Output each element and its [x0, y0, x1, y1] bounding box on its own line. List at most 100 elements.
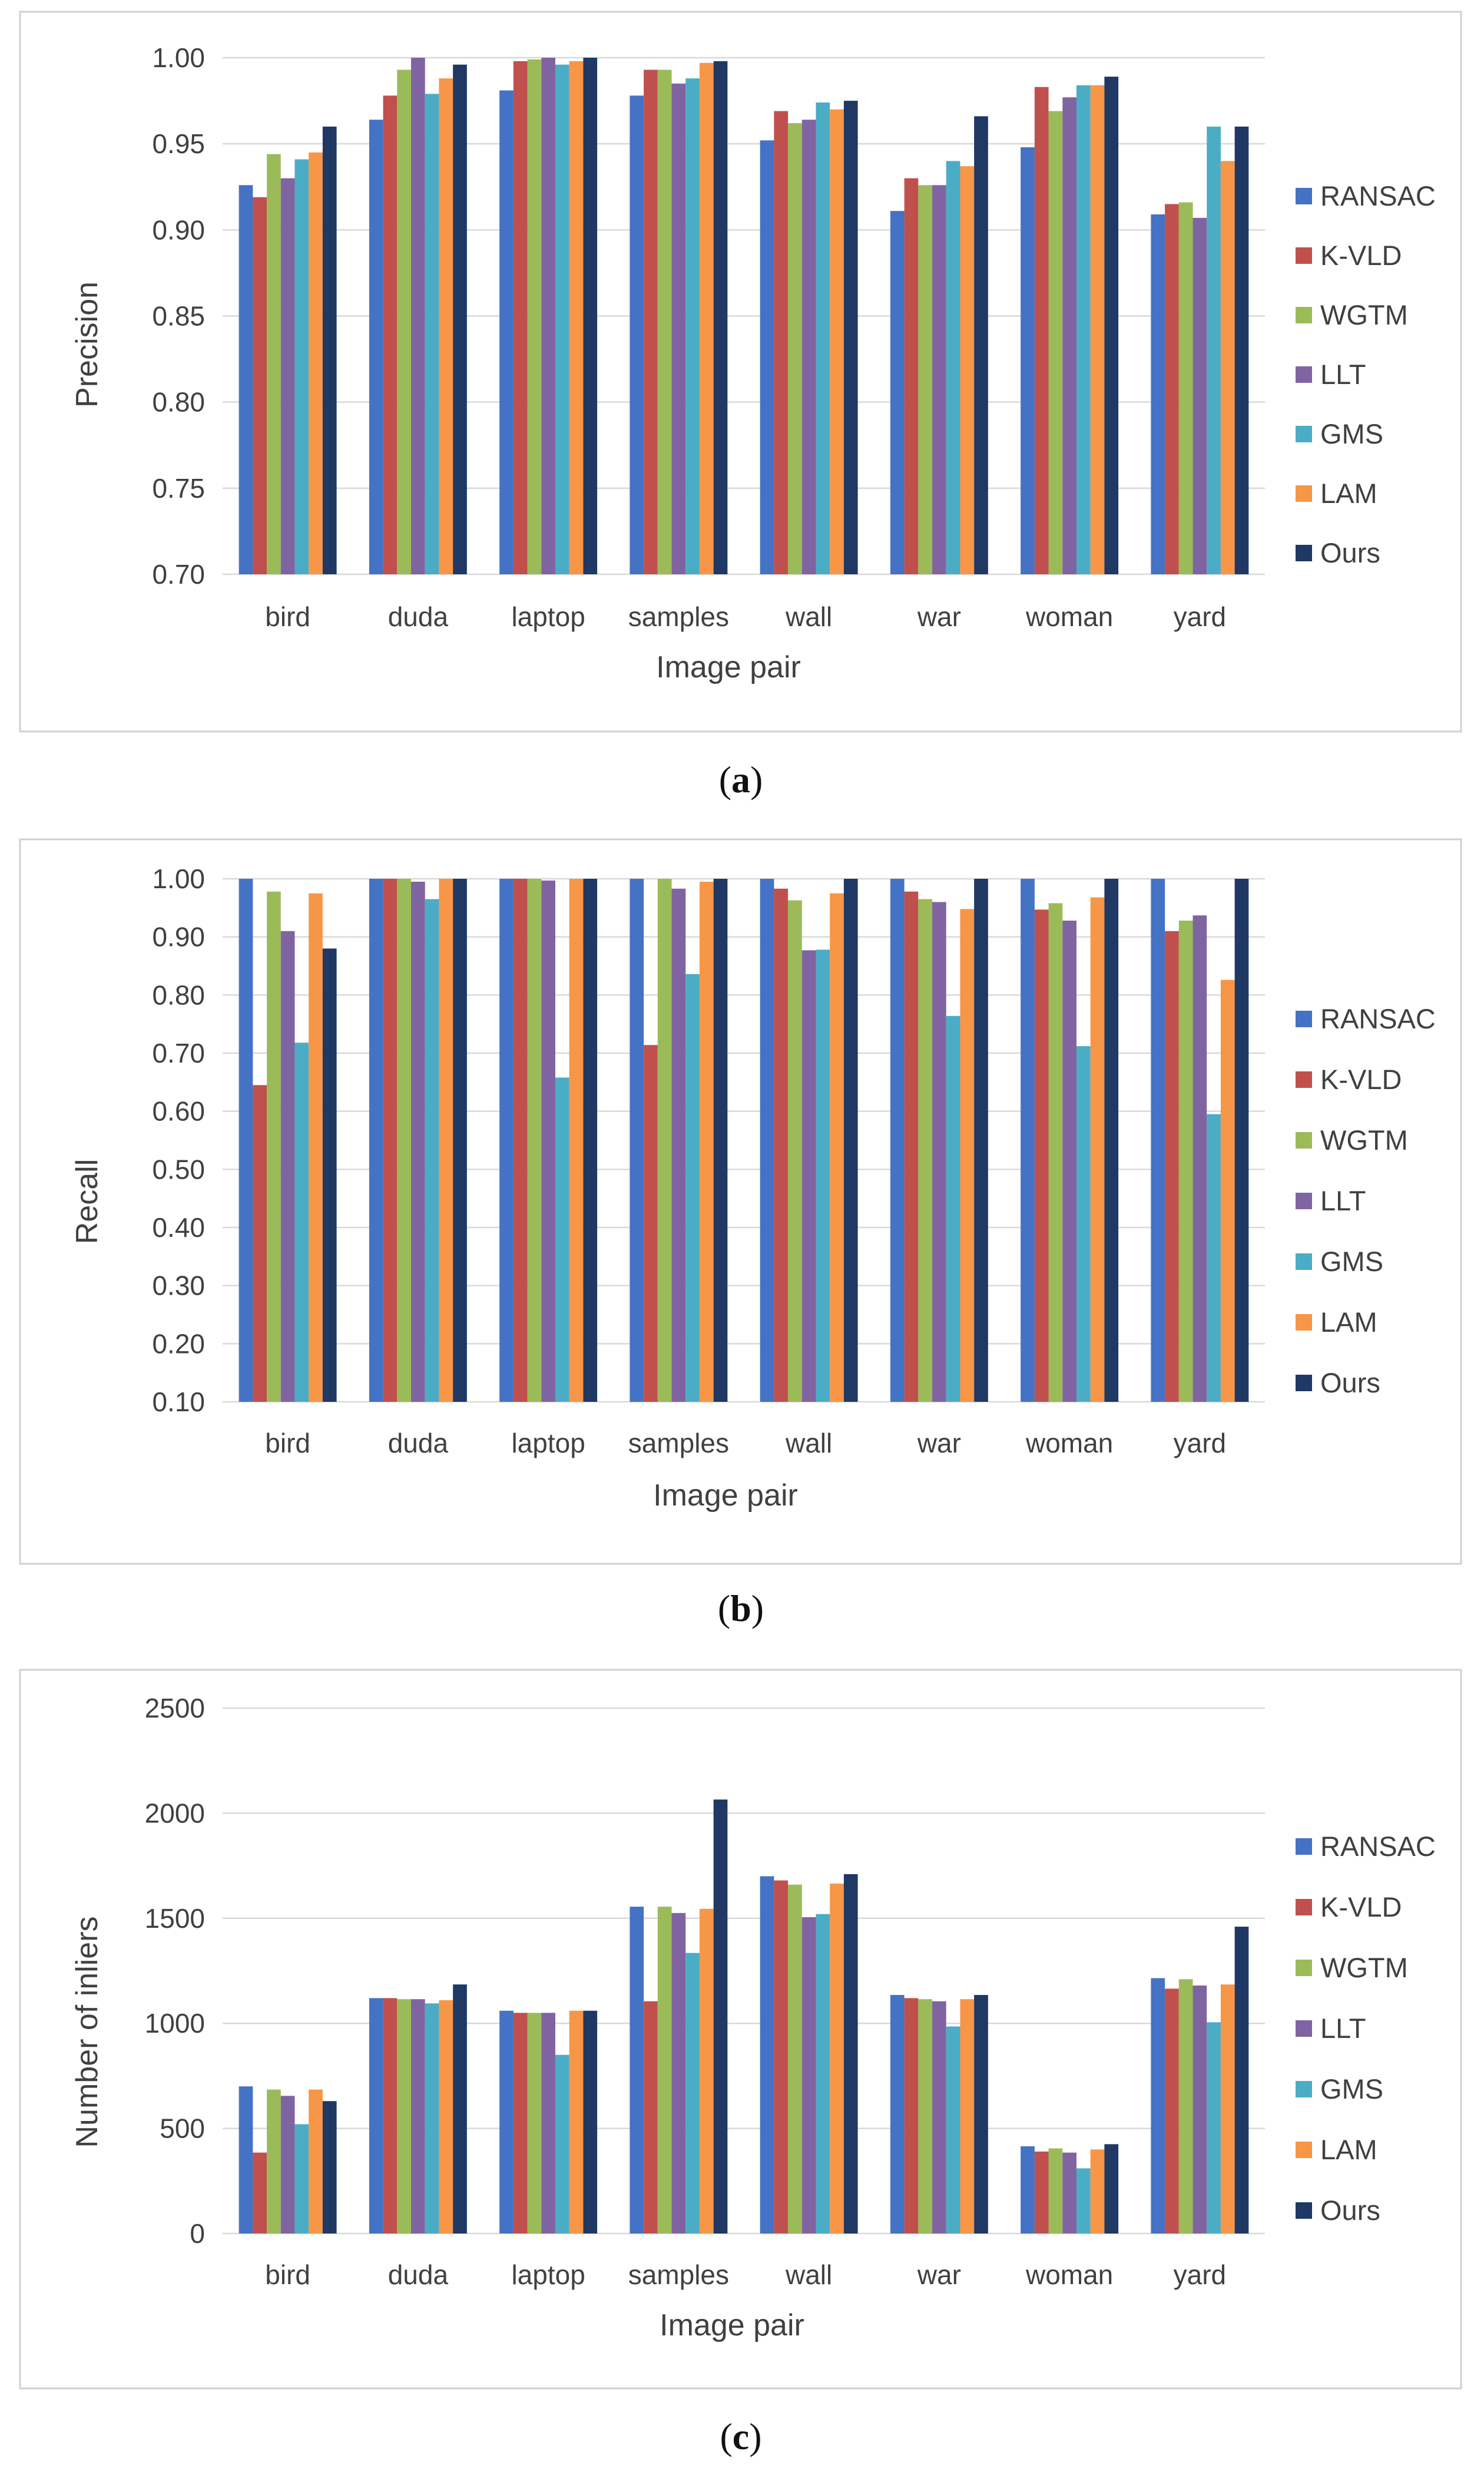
x-tick-label-duda: duda [388, 1428, 449, 1458]
bar-samples-ours [713, 1799, 728, 2233]
legend-swatch-wgtm [1296, 307, 1312, 323]
bar-war-ransac [890, 1995, 905, 2233]
bar-woman-k-vld [1034, 87, 1049, 574]
legend-label-lam: LAM [1320, 2134, 1377, 2165]
bar-wall-lam [830, 893, 844, 1402]
panel-b-caption: (b) [718, 1587, 764, 1629]
panel-b-y-axis-title: Recall [70, 1159, 104, 1245]
bar-wall-lam [830, 109, 844, 574]
y-tick-label: 0.20 [152, 1328, 205, 1359]
bar-duda-gms [425, 2003, 439, 2233]
bar-samples-llt [671, 888, 686, 1402]
panel-b-x-axis-title: Image pair [653, 1478, 798, 1513]
panel-c-x-ticks: bird duda laptop samples wall war woman yard [265, 2259, 1226, 2290]
bar-bird-k-vld [253, 2152, 267, 2233]
y-tick-label: 0.95 [152, 128, 205, 159]
legend-swatch-lam [1296, 485, 1312, 502]
x-tick-label-yard: yard [1174, 1428, 1226, 1458]
x-tick-label-war: war [917, 601, 961, 632]
bar-laptop-k-vld [513, 2013, 528, 2233]
legend-label-gms: GMS [1320, 1246, 1383, 1277]
bar-bird-lam [309, 152, 323, 574]
panel-c-x-axis-title: Image pair [660, 2308, 804, 2342]
bar-duda-k-vld [383, 879, 398, 1402]
legend-swatch-ours [1296, 545, 1312, 561]
x-tick-label-woman: woman [1025, 1428, 1113, 1458]
x-tick-label-wall: wall [785, 1428, 832, 1458]
bar-duda-wgtm [397, 879, 412, 1402]
bar-samples-lam [699, 1908, 714, 2233]
legend-swatch-k-vld [1296, 1899, 1312, 1915]
x-tick-label-bird: bird [265, 1428, 310, 1458]
bar-wall-gms [816, 949, 830, 1402]
bar-laptop-llt [541, 58, 555, 574]
bar-laptop-wgtm [527, 59, 542, 575]
bar-war-llt [932, 185, 946, 575]
legend-swatch-llt [1296, 366, 1312, 383]
bar-bird-gms [294, 1043, 309, 1402]
bar-samples-ransac [630, 95, 644, 574]
bar-laptop-gms [555, 2054, 569, 2233]
legend-label-wgtm: WGTM [1320, 1952, 1408, 1983]
bar-wall-k-vld [774, 111, 789, 574]
x-tick-label-yard: yard [1174, 2259, 1226, 2290]
bar-bird-ransac [238, 2086, 253, 2233]
legend-swatch-gms [1296, 1253, 1312, 1270]
bar-woman-wgtm [1048, 2148, 1063, 2233]
y-tick-label: 0.40 [152, 1212, 205, 1243]
bar-samples-k-vld [644, 2001, 658, 2233]
legend-swatch-wgtm [1296, 1132, 1312, 1149]
bar-duda-k-vld [383, 1998, 398, 2233]
bar-wall-k-vld [774, 888, 789, 1402]
y-tick-label: 1000 [145, 2008, 205, 2039]
x-tick-label-laptop: laptop [511, 2259, 585, 2290]
bar-bird-llt [280, 2096, 295, 2233]
bar-laptop-wgtm [527, 879, 542, 1402]
legend-label-k-vld: K-VLD [1320, 1064, 1402, 1095]
panel-c-caption: (c) [720, 2415, 761, 2457]
bar-samples-llt [671, 1912, 686, 2233]
panel-b-bars [238, 879, 1249, 1402]
x-tick-label-woman: woman [1025, 601, 1113, 632]
x-tick-label-bird: bird [265, 601, 310, 632]
bar-bird-k-vld [253, 197, 267, 574]
bar-samples-llt [671, 83, 686, 575]
bar-samples-gms [685, 974, 700, 1402]
bar-war-llt [932, 2001, 946, 2233]
y-tick-label: 0.30 [152, 1270, 205, 1301]
bar-duda-llt [411, 881, 425, 1402]
x-tick-label-woman: woman [1025, 2259, 1113, 2290]
panel-a-x-axis-title: Image pair [656, 650, 801, 684]
bar-duda-ours [453, 64, 467, 574]
legend-label-ransac: RANSAC [1320, 1003, 1436, 1034]
y-tick-label: 1.00 [152, 42, 205, 73]
bar-wall-gms [816, 102, 830, 574]
bar-duda-k-vld [383, 95, 398, 574]
bar-bird-ours [322, 2101, 337, 2233]
bar-war-k-vld [904, 1998, 919, 2233]
x-tick-label-yard: yard [1174, 601, 1226, 632]
bar-laptop-ours [583, 879, 598, 1402]
y-tick-label: 0.60 [152, 1096, 205, 1127]
y-tick-label: 0.80 [152, 387, 205, 418]
bar-laptop-ours [583, 58, 598, 574]
panel-a-bars [238, 58, 1249, 575]
bar-war-ours [974, 879, 988, 1402]
bar-samples-k-vld [644, 70, 658, 574]
bar-bird-ours [322, 948, 337, 1402]
bar-yard-ours [1234, 879, 1249, 1402]
bar-wall-wgtm [788, 1884, 802, 2233]
legend-label-k-vld: K-VLD [1320, 240, 1402, 271]
bar-duda-ransac [369, 120, 383, 575]
bar-woman-ransac [1021, 879, 1035, 1402]
bar-war-lam [960, 1999, 975, 2233]
bar-wall-ours [843, 1874, 858, 2233]
legend-label-lam: LAM [1320, 478, 1377, 509]
bar-war-lam [960, 166, 975, 574]
x-tick-label-wall: wall [785, 2259, 832, 2290]
bar-yard-ransac [1151, 214, 1165, 574]
bar-woman-ransac [1021, 147, 1035, 574]
bar-woman-ours [1104, 2144, 1119, 2233]
panel-a-legend: RANSAC K-VLD WGTM LLT GMS LAM Ours [1296, 180, 1436, 568]
